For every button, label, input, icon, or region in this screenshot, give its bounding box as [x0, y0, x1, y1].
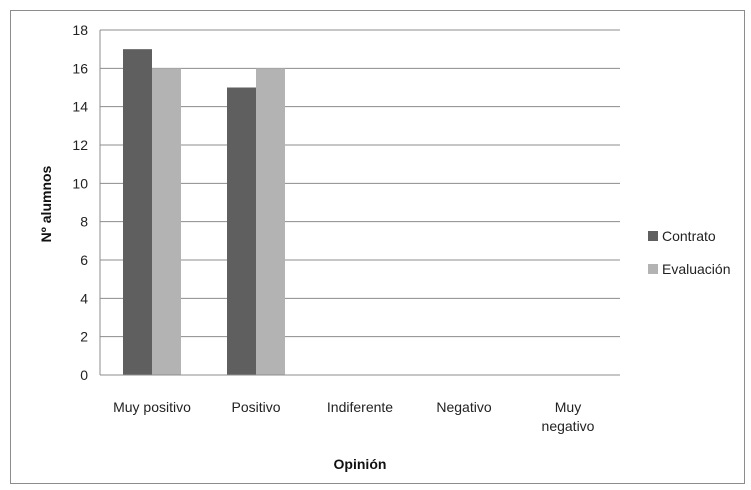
- y-tick-label: 18: [72, 22, 88, 38]
- y-tick-label: 6: [80, 252, 88, 268]
- legend-swatch: [648, 231, 658, 241]
- x-axis-title: Opinión: [334, 456, 387, 472]
- legend-swatch: [648, 264, 658, 274]
- legend: Contrato Evaluación: [648, 228, 731, 277]
- y-axis-title: Nº alumnos: [38, 165, 54, 242]
- x-tick-label: Indiferente: [327, 399, 393, 415]
- y-tick-label: 16: [72, 60, 88, 76]
- y-tick-label: 4: [80, 290, 88, 306]
- x-tick-label: negativo: [542, 418, 595, 434]
- y-tick-label: 2: [80, 329, 88, 345]
- legend-label: Contrato: [662, 228, 716, 244]
- y-tick-label: 8: [80, 214, 88, 230]
- x-tick-label: Negativo: [436, 399, 491, 415]
- bar-contrato-positivo: [227, 87, 256, 375]
- bar-evaluaci-n-muy-positivo: [152, 68, 181, 375]
- y-tick-label: 14: [72, 99, 88, 115]
- bars: [100, 49, 620, 376]
- x-tick-label: Muy positivo: [113, 399, 191, 415]
- x-tick-label: Positivo: [231, 399, 280, 415]
- x-tick-labels: Muy positivo Positivo Indiferente Negativo M…: [113, 399, 595, 434]
- y-tick-labels: 0 2 4 6 8 10 12 14 16 18: [72, 22, 88, 383]
- legend-label: Evaluación: [662, 261, 731, 277]
- bar-evaluaci-n-positivo: [256, 68, 285, 375]
- y-tick-label: 12: [72, 137, 88, 153]
- y-tick-label: 10: [72, 175, 88, 191]
- y-tick-label: 0: [80, 367, 88, 383]
- x-tick-label: Muy: [555, 399, 581, 415]
- bar-contrato-muy-positivo: [123, 49, 152, 376]
